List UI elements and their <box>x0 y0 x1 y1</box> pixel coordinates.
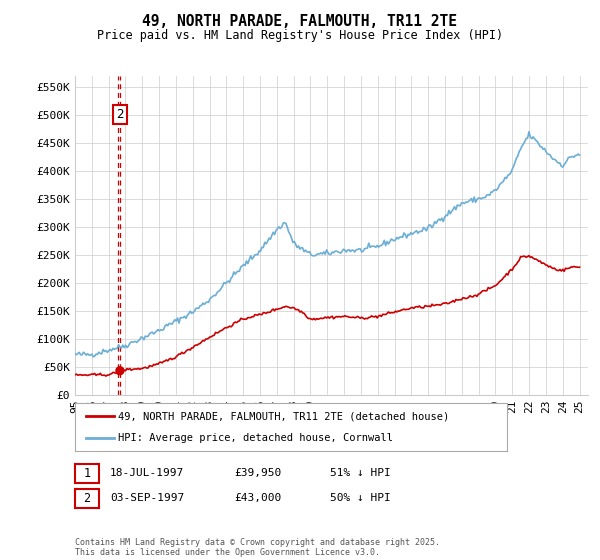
Text: 51% ↓ HPI: 51% ↓ HPI <box>330 468 391 478</box>
Text: Contains HM Land Registry data © Crown copyright and database right 2025.
This d: Contains HM Land Registry data © Crown c… <box>75 538 440 557</box>
Point <box>115 366 125 375</box>
Text: £43,000: £43,000 <box>234 493 281 503</box>
Text: 03-SEP-1997: 03-SEP-1997 <box>110 493 184 503</box>
Text: 49, NORTH PARADE, FALMOUTH, TR11 2TE: 49, NORTH PARADE, FALMOUTH, TR11 2TE <box>143 14 458 29</box>
Text: 50% ↓ HPI: 50% ↓ HPI <box>330 493 391 503</box>
Text: Price paid vs. HM Land Registry's House Price Index (HPI): Price paid vs. HM Land Registry's House … <box>97 29 503 42</box>
Text: 2: 2 <box>83 492 91 506</box>
Text: 1: 1 <box>83 467 91 480</box>
Text: 49, NORTH PARADE, FALMOUTH, TR11 2TE (detached house): 49, NORTH PARADE, FALMOUTH, TR11 2TE (de… <box>118 411 449 421</box>
Text: HPI: Average price, detached house, Cornwall: HPI: Average price, detached house, Corn… <box>118 433 393 443</box>
Text: 2: 2 <box>116 108 124 122</box>
Text: 18-JUL-1997: 18-JUL-1997 <box>110 468 184 478</box>
Text: £39,950: £39,950 <box>234 468 281 478</box>
